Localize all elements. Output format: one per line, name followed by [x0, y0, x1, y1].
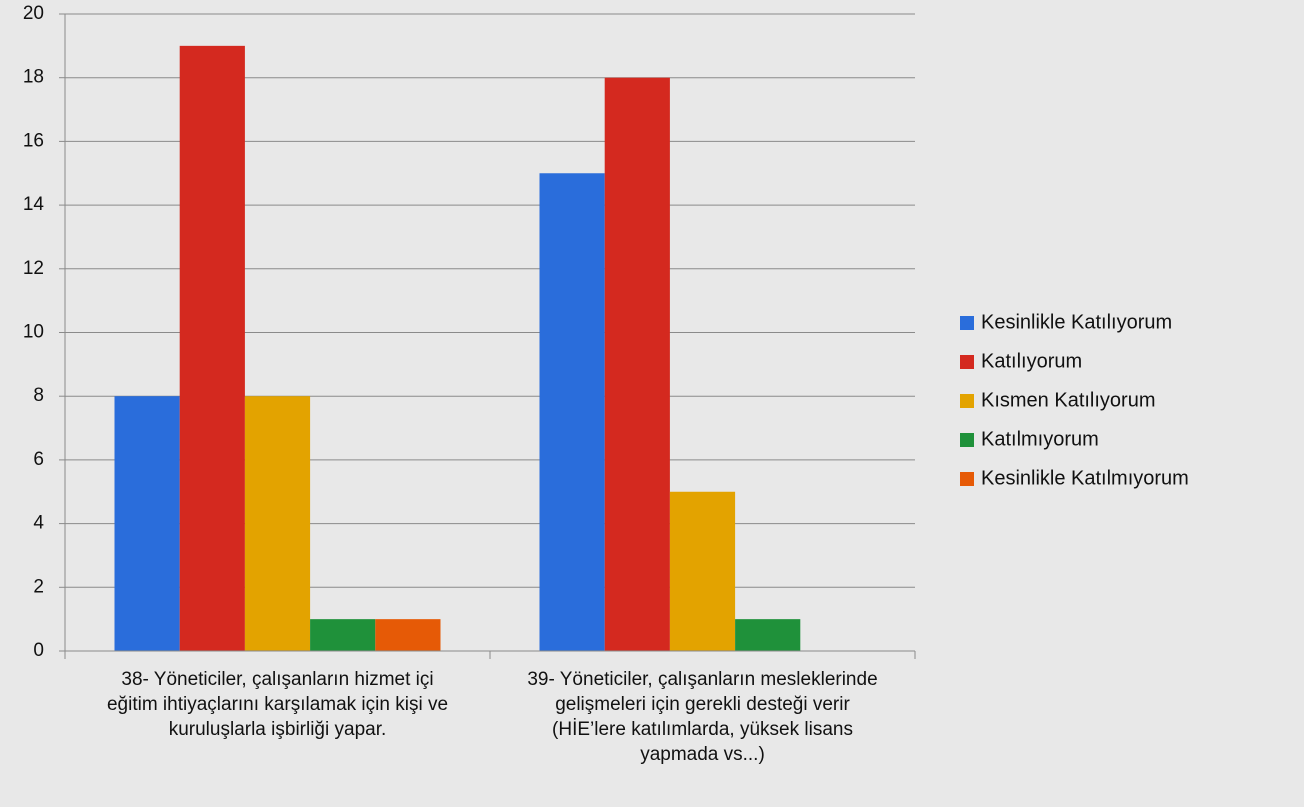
bar	[375, 619, 441, 651]
x-tick-label: 39- Yöneticiler, çalışanların meslekleri…	[527, 669, 878, 765]
bar	[310, 619, 376, 651]
y-tick-label: 14	[23, 194, 45, 215]
y-tick-label: 6	[33, 449, 44, 470]
legend-swatch	[960, 355, 974, 369]
legend-label: Katılıyorum	[981, 350, 1082, 372]
y-tick-label: 16	[23, 130, 44, 151]
legend-swatch	[960, 394, 974, 408]
y-tick-label: 12	[23, 258, 44, 279]
y-tick-label: 20	[23, 3, 44, 24]
y-tick-label: 2	[33, 576, 44, 597]
bar	[114, 396, 180, 651]
bar	[244, 396, 311, 651]
bar	[179, 45, 245, 652]
y-tick-label: 10	[23, 322, 44, 343]
y-tick-label: 4	[33, 513, 44, 534]
legend-label: Kısmen Katılıyorum	[981, 389, 1156, 411]
y-tick-label: 0	[33, 640, 44, 661]
legend-label: Katılmıyorum	[981, 428, 1099, 450]
legend-swatch	[960, 316, 974, 330]
bar	[735, 619, 801, 651]
bar	[669, 491, 736, 651]
y-tick-label: 18	[23, 67, 44, 88]
y-tick-label: 8	[33, 385, 44, 406]
legend-swatch	[960, 433, 974, 447]
legend-swatch	[960, 472, 974, 486]
legend-label: Kesinlikle Katılmıyorum	[981, 467, 1189, 489]
legend-label: Kesinlikle Katılıyorum	[981, 311, 1172, 333]
bar	[604, 77, 670, 651]
bar	[539, 173, 605, 651]
x-tick-label: 38- Yöneticiler, çalışanların hizmet içi…	[106, 669, 449, 740]
